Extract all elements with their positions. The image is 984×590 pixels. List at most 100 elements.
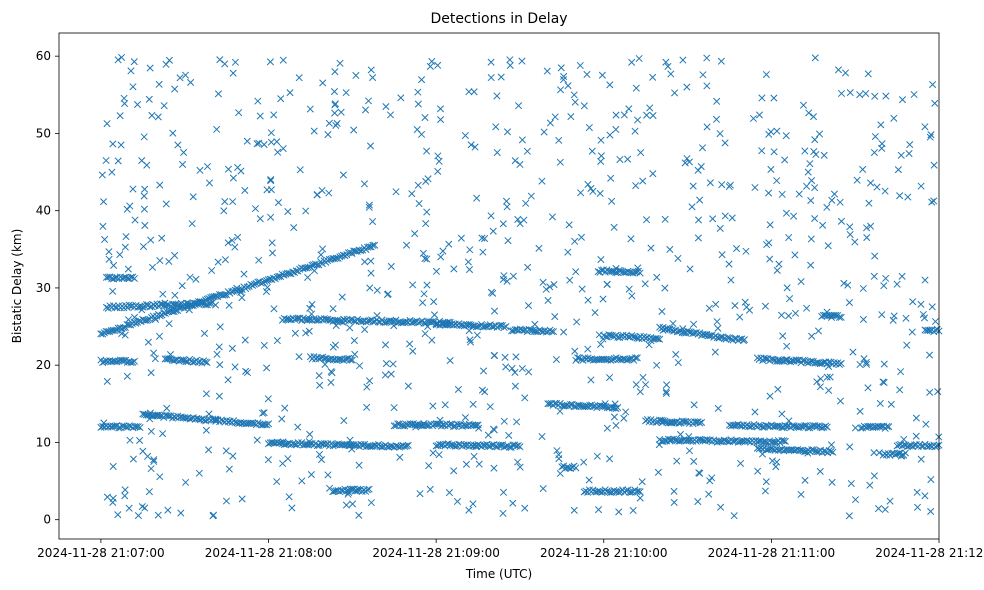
data-point [755,111,764,119]
data-point [251,205,260,213]
data-point [187,78,195,86]
data-point [501,353,509,361]
data-point [229,174,237,182]
data-point [156,473,164,481]
data-point [423,208,431,216]
data-point [473,194,481,202]
data-point [178,282,186,290]
data-point [99,222,107,230]
data-point [627,235,635,243]
data-point [349,500,357,508]
data-point [473,443,481,451]
data-point-track [333,441,341,449]
data-point [430,311,439,319]
data-point [151,355,159,363]
data-point [826,373,834,381]
data-point [725,260,733,268]
data-point [146,64,154,72]
data-point [214,258,222,266]
data-point [465,88,473,96]
data-point [426,485,434,493]
data-point [432,267,441,275]
data-point [866,481,874,489]
data-point [641,381,650,389]
data-point-track [832,311,840,319]
data-point [493,92,501,100]
data-point [556,86,565,94]
data-point [430,298,438,306]
data-point [770,148,778,156]
data-point [781,156,789,164]
data-point [361,258,369,266]
data-point [712,300,720,308]
data-point [186,273,194,281]
data-point [222,447,230,455]
data-point [486,403,494,411]
data-point [208,266,216,275]
data-point [897,368,905,376]
data-point-track [917,442,926,450]
data-point [876,399,884,408]
data-point [445,240,453,248]
data-point [853,176,861,184]
data-point [171,291,179,299]
data-point-track [781,437,789,445]
data-point [321,360,329,368]
x-axis-label: Time (UTC) [465,567,532,581]
data-point [880,282,888,290]
data-point [745,306,754,314]
data-point [389,360,397,368]
data-point [435,157,443,165]
data-point [733,245,741,253]
data-point [211,415,219,423]
data-point [637,149,645,157]
data-point [279,438,287,446]
data-point [809,113,818,121]
data-point [830,190,838,198]
data-point [307,471,315,479]
data-point [837,217,845,225]
data-point [897,151,905,159]
data-point [367,257,375,265]
data-point [396,453,404,461]
data-point [511,382,519,390]
data-point [260,341,268,349]
data-point [670,498,678,507]
data-point [820,151,828,159]
data-point [762,70,770,79]
data-point [441,401,449,409]
data-point [641,280,649,288]
data-point [846,230,854,239]
data-point [653,361,661,369]
data-point [649,170,657,178]
data-point [176,74,184,82]
data-point [615,508,623,516]
data-point [927,507,935,515]
data-point [361,325,369,334]
plot-frame [58,32,940,540]
data-point [688,203,696,211]
data-point [705,490,713,498]
data-point [920,314,929,322]
data-point [815,130,824,138]
data-point [363,403,371,411]
data-point [465,266,474,274]
data-point [521,394,529,402]
data-point [805,109,813,117]
data-point-track [144,316,152,324]
data-point [917,455,925,463]
data-point [348,445,356,453]
data-point-track [369,241,377,249]
data-point [572,268,580,276]
data-point [266,58,274,66]
data-point [658,307,666,316]
data-point-track [837,313,845,321]
data-point [333,119,341,127]
data-point [437,253,445,261]
data-point [220,207,228,215]
data-point-track [823,423,831,431]
data-point [508,364,516,373]
data-point [332,321,340,330]
data-point [518,136,526,144]
data-point [329,343,337,351]
